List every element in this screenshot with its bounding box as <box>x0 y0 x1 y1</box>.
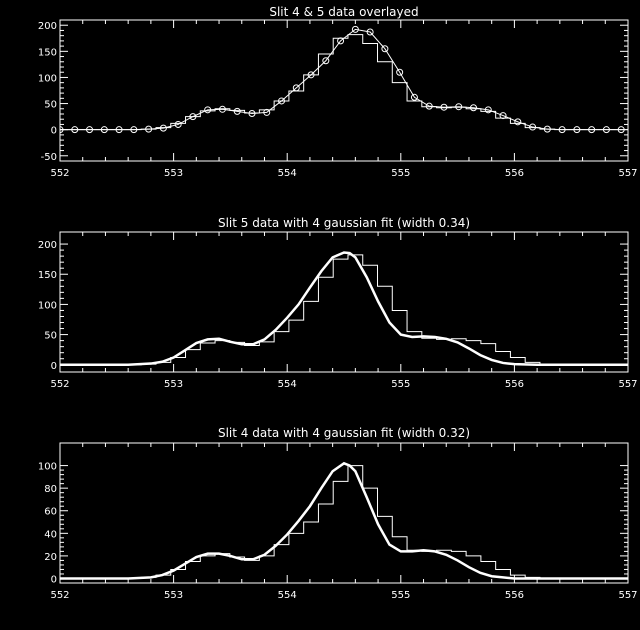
panel-2-axes-frame <box>59 231 629 373</box>
series-step-histogram <box>60 465 628 579</box>
x-tick-label: 553 <box>164 168 183 179</box>
data-point-marker <box>366 28 374 36</box>
data-point-marker <box>440 103 448 111</box>
data-point-marker <box>159 124 167 132</box>
data-point-marker <box>514 118 522 126</box>
data-point-marker <box>455 103 463 111</box>
y-tick-label: 50 <box>44 100 57 111</box>
y-tick-label: 60 <box>44 507 57 518</box>
panel-2: Slit 5 data with 4 gaussian fit (width 0… <box>38 216 638 390</box>
x-tick-label: 556 <box>505 379 524 390</box>
x-tick-label: 554 <box>278 590 297 601</box>
panel-2-title: Slit 5 data with 4 gaussian fit (width 0… <box>218 216 470 230</box>
x-tick-label: 555 <box>391 590 410 601</box>
y-tick-label: 40 <box>44 529 57 540</box>
data-point-marker <box>351 25 359 33</box>
data-point-marker <box>484 106 492 114</box>
x-tick-label: 553 <box>164 590 183 601</box>
x-tick-label: 555 <box>391 168 410 179</box>
y-tick-label: 200 <box>38 240 57 251</box>
series-gaussian-fit-line <box>60 251 628 367</box>
x-tick-label: 552 <box>50 590 69 601</box>
x-tick-label: 556 <box>505 168 524 179</box>
series-step-histogram <box>60 34 628 131</box>
x-tick-label: 557 <box>618 168 637 179</box>
y-tick-label: 0 <box>51 574 57 585</box>
data-point-marker <box>174 120 182 128</box>
x-tick-label: 554 <box>278 168 297 179</box>
y-tick-label: 150 <box>38 47 57 58</box>
panel-3: Slit 4 data with 4 gaussian fit (width 0… <box>38 426 638 601</box>
y-tick-label: 80 <box>44 484 57 495</box>
data-point-marker <box>529 123 537 131</box>
y-tick-label: -50 <box>41 152 57 163</box>
data-point-marker <box>381 45 389 53</box>
series-step-histogram <box>60 254 628 366</box>
x-tick-label: 552 <box>50 379 69 390</box>
x-tick-label: 552 <box>50 168 69 179</box>
panel-1-title: Slit 4 & 5 data overlayed <box>269 5 418 19</box>
panel-3-axes-frame <box>59 442 629 584</box>
panel-1: Slit 4 & 5 data overlayed 552 553 554 555 556… <box>38 5 638 179</box>
panel-1-plot-area <box>60 25 628 134</box>
series-data-line <box>60 28 622 131</box>
data-point-marker <box>233 107 241 115</box>
y-tick-label: 100 <box>38 73 57 84</box>
x-tick-label: 553 <box>164 379 183 390</box>
data-point-marker <box>322 57 330 65</box>
data-point-marker <box>204 106 212 114</box>
panel-1-axes-frame <box>59 19 629 162</box>
panel-3-title: Slit 4 data with 4 gaussian fit (width 0… <box>218 426 470 440</box>
x-tick-label: 555 <box>391 379 410 390</box>
y-tick-label: 100 <box>38 300 57 311</box>
x-tick-label: 557 <box>618 590 637 601</box>
x-tick-label: 556 <box>505 590 524 601</box>
y-tick-label: 0 <box>51 126 57 137</box>
series-gaussian-fit-line <box>60 461 628 580</box>
x-tick-label: 557 <box>618 379 637 390</box>
data-point-marker <box>248 109 256 117</box>
y-tick-label: 20 <box>44 552 57 563</box>
y-tick-label: 150 <box>38 270 57 281</box>
data-point-marker <box>396 68 404 76</box>
y-tick-label: 0 <box>51 361 57 372</box>
panel-2-plot-area <box>60 251 628 367</box>
data-point-marker <box>470 104 478 112</box>
y-tick-label: 100 <box>38 462 57 473</box>
x-tick-label: 554 <box>278 379 297 390</box>
y-tick-label: 50 <box>44 331 57 342</box>
y-tick-label: 200 <box>38 21 57 32</box>
data-point-marker <box>425 102 433 110</box>
data-point-marker <box>218 105 226 113</box>
data-point-marker <box>410 93 418 101</box>
panel-3-plot-area <box>60 461 628 580</box>
